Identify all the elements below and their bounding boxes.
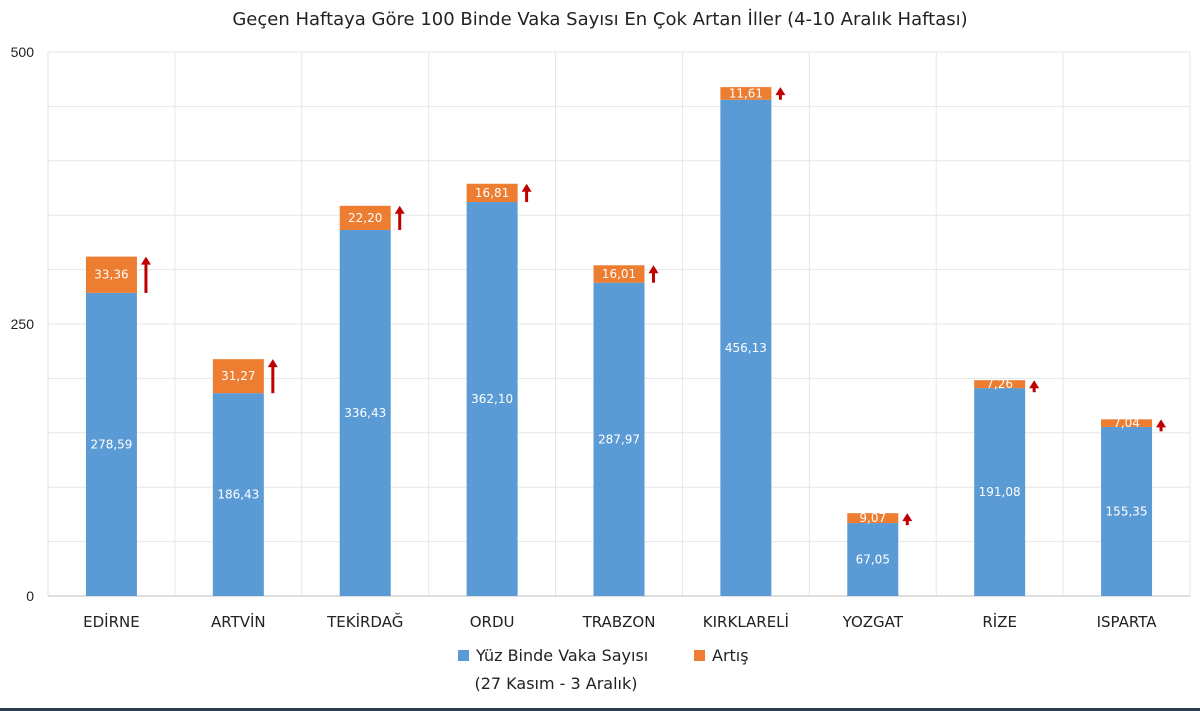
bar-increase-label: 7,26 — [986, 377, 1013, 391]
bar-base — [847, 523, 899, 596]
increase-arrow-icon — [902, 513, 913, 526]
x-tick-label: ARTVİN — [211, 612, 266, 631]
increase-arrow-icon — [140, 256, 151, 293]
increase-arrow-icon — [648, 265, 659, 283]
x-tick-label: EDİRNE — [83, 612, 140, 631]
bar-base-label: 155,35 — [1106, 504, 1148, 518]
bar-base-label: 191,08 — [979, 485, 1021, 499]
bar-base-label: 67,05 — [856, 553, 890, 567]
legend: Yüz Binde Vaka Sayısı Artış (27 Kasım - … — [458, 646, 749, 693]
increase-arrow-icon — [267, 359, 278, 394]
bar-base — [85, 292, 137, 596]
bar-base-label: 287,97 — [598, 432, 640, 446]
bar-base-label: 456,13 — [725, 341, 767, 355]
chart-title: Geçen Haftaya Göre 100 Binde Vaka Sayısı… — [232, 9, 967, 30]
bar-base — [1101, 426, 1153, 596]
y-tick-label: 500 — [11, 44, 35, 60]
x-tick-label: RİZE — [982, 612, 1017, 631]
increase-arrow-icon — [521, 183, 532, 203]
bar-increase — [212, 359, 264, 394]
legend-label-artis: Artış — [712, 646, 749, 665]
y-tick-label: 0 — [26, 588, 34, 604]
bar-increase-label: 11,61 — [729, 86, 763, 100]
x-tick-label: TRABZON — [582, 613, 656, 631]
x-axis: EDİRNE ARTVİN TEKİRDAĞ ORDU TRABZON KIRKLAREL… — [83, 612, 1157, 631]
increase-arrow-icon — [775, 87, 786, 100]
bar-increase — [593, 265, 645, 283]
bar-base — [466, 202, 518, 596]
bottom-border — [0, 708, 1200, 711]
y-axis: 0 250 500 — [11, 44, 35, 604]
bar-base — [974, 388, 1026, 596]
bar-increase-label: 16,01 — [602, 267, 636, 281]
legend-note: (27 Kasım - 3 Aralık) — [474, 674, 637, 693]
bar-base — [593, 282, 645, 596]
bar-increase-label: 33,36 — [94, 268, 128, 282]
bar-increase-label: 7,04 — [1113, 416, 1140, 430]
bars: 278,59 33,36 186,43 31,27 336,43 22,20 362,10 1… — [85, 86, 1167, 596]
x-tick-label: YOZGAT — [842, 613, 904, 631]
legend-label-yuz-binde: Yüz Binde Vaka Sayısı — [475, 646, 648, 665]
bar-increase — [720, 87, 772, 100]
bar-base-label: 278,59 — [90, 437, 132, 451]
legend-swatch-yuz-binde — [458, 650, 469, 661]
bar-increase — [847, 513, 899, 524]
increase-arrow-icon — [394, 205, 405, 230]
bar-increase-label: 9,07 — [859, 511, 886, 525]
bar-increase — [1101, 419, 1153, 427]
bar-base-label: 186,43 — [217, 488, 259, 502]
bar-base — [720, 99, 772, 596]
y-tick-label: 250 — [11, 316, 35, 332]
bar-base — [212, 393, 264, 596]
bar-increase — [974, 380, 1026, 389]
bar-increase — [339, 205, 391, 230]
x-tick-label: TEKİRDAĞ — [326, 612, 403, 631]
bar-base — [339, 229, 391, 596]
bar-increase-label: 22,20 — [348, 211, 382, 225]
bar-increase — [466, 183, 518, 203]
increase-arrow-icon — [1156, 419, 1167, 432]
bar-increase-label: 31,27 — [221, 369, 255, 383]
bar-increase — [85, 256, 137, 293]
x-tick-label: ISPARTA — [1097, 613, 1158, 631]
bar-base-label: 362,10 — [471, 392, 513, 406]
increase-arrow-icon — [1029, 380, 1040, 393]
bar-base-label: 336,43 — [344, 406, 386, 420]
bar-increase-label: 16,81 — [475, 186, 509, 200]
x-tick-label: KIRKLARELİ — [703, 612, 789, 631]
legend-swatch-artis — [694, 650, 705, 661]
x-tick-label: ORDU — [470, 613, 515, 631]
